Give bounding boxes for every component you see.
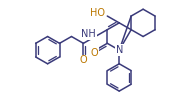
Text: N: N (115, 45, 123, 55)
Text: O: O (91, 48, 98, 58)
Text: HO: HO (90, 8, 105, 18)
Text: O: O (80, 55, 87, 65)
Text: NH: NH (81, 29, 96, 39)
